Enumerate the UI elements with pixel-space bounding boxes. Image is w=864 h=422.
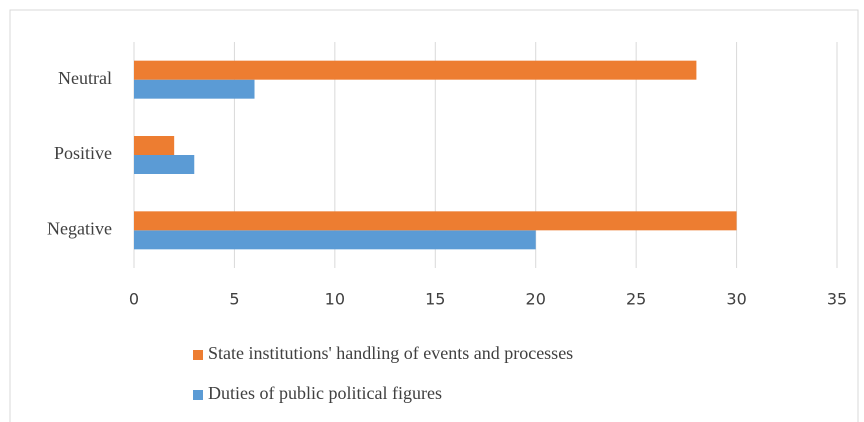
legend-label: State institutions' handling of events a… (208, 343, 573, 363)
x-tick-label: 15 (425, 290, 445, 309)
legend-label: Duties of public political figures (208, 383, 442, 403)
x-tick-label: 30 (726, 290, 746, 309)
bar (134, 211, 737, 231)
bar (134, 230, 536, 250)
legend-swatch (193, 350, 203, 360)
bar (134, 79, 255, 99)
bar (134, 155, 195, 174)
x-tick-label: 5 (229, 290, 239, 309)
y-tick-label: Neutral (58, 68, 112, 88)
bar (134, 136, 175, 155)
y-tick-label: Positive (54, 143, 112, 163)
x-tick-label: 20 (526, 290, 546, 309)
legend-swatch (193, 390, 203, 400)
x-tick-label: 10 (325, 290, 345, 309)
bar (134, 60, 697, 80)
x-tick-label: 0 (129, 290, 139, 309)
y-tick-label: Negative (47, 218, 112, 238)
x-tick-label: 35 (827, 290, 847, 309)
x-tick-label: 25 (626, 290, 646, 309)
chart-border (9, 9, 859, 422)
